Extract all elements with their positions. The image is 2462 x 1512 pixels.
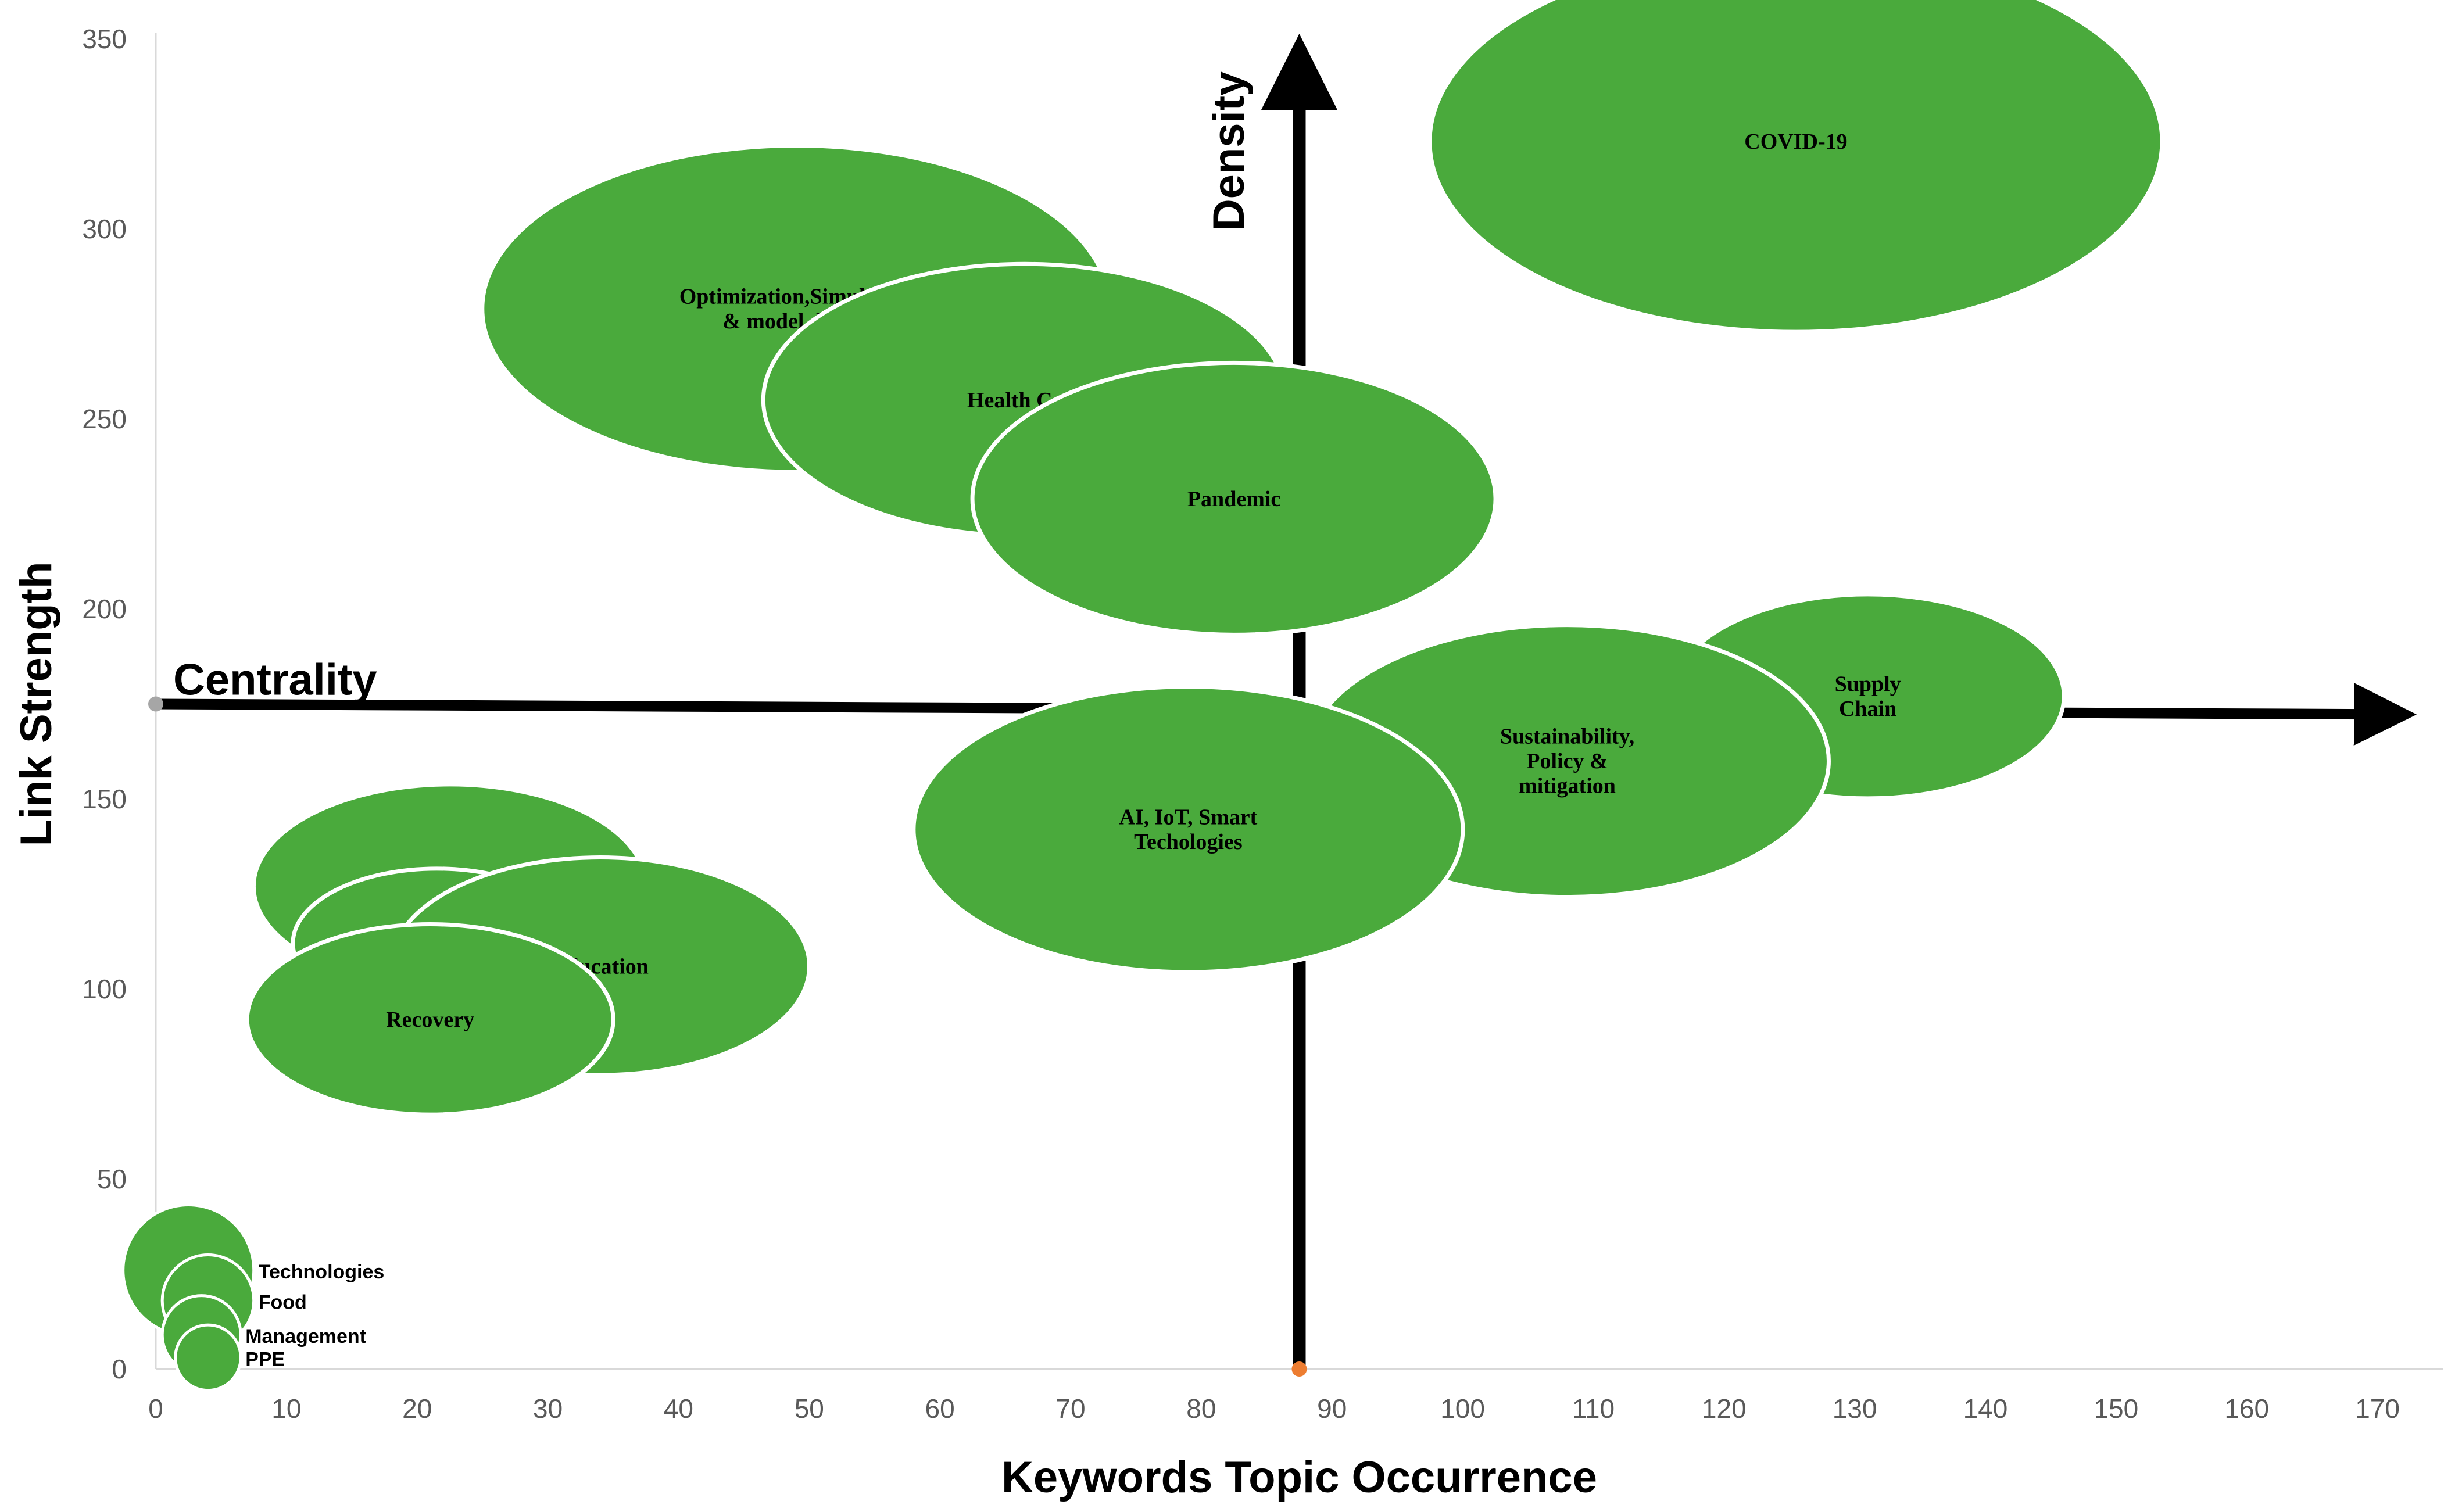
bubble-label-line: Pandemic xyxy=(1187,487,1280,511)
bubble-label-line: Sustainability, xyxy=(1500,725,1634,749)
bubble xyxy=(245,922,616,1117)
bubble-label: Technologies xyxy=(259,1261,385,1283)
x-tick-label: 140 xyxy=(1963,1393,2008,1424)
bubble xyxy=(970,360,1498,637)
x-tick-label: 60 xyxy=(925,1393,955,1424)
bubble-label: COVID-19 xyxy=(1744,130,1847,154)
x-tick-label: 110 xyxy=(1572,1393,1615,1424)
x-tick-label: 30 xyxy=(533,1393,563,1424)
bubble-label: Management xyxy=(245,1325,366,1348)
centrality-origin-dot xyxy=(148,696,163,712)
bubble-label-line: Techologies xyxy=(1134,830,1243,854)
titles-layer: Keywords Topic Occurrence Link Strength De… xyxy=(12,71,1597,1502)
x-tick-label: 160 xyxy=(2224,1393,2269,1424)
x-tick-label: 40 xyxy=(664,1393,693,1424)
y-tick-label: 300 xyxy=(82,214,127,244)
bubble-label: PPE xyxy=(245,1348,285,1370)
y-tick-label: 0 xyxy=(112,1354,127,1384)
x-tick-label: 20 xyxy=(402,1393,432,1424)
bubble xyxy=(1427,0,2164,334)
centrality-label: Centrality xyxy=(173,655,377,705)
y-tick-label: 150 xyxy=(82,784,127,814)
y-tick-label: 200 xyxy=(82,594,127,624)
x-tick-label: 0 xyxy=(148,1393,163,1424)
bubble-label-line: Supply xyxy=(1835,672,1901,697)
x-tick-label: 10 xyxy=(271,1393,301,1424)
y-axis-title: Link Strength xyxy=(12,562,61,847)
x-tick-label: 80 xyxy=(1186,1393,1216,1424)
bubble-label-line: mitigation xyxy=(1519,774,1616,798)
bubble-label: Sustainability, Policy & mitigation xyxy=(1500,725,1634,798)
bubble-label: Recovery xyxy=(386,1008,474,1032)
axes-layer: 0 50 100 150 200 250 300 350 0 10 20 30 40 50 60 70 80 90… xyxy=(82,24,2443,1424)
x-tick-label: 170 xyxy=(2355,1393,2400,1424)
bubble-label: AI, IoT, Smart Techologies xyxy=(1119,805,1257,855)
x-tick-label: 90 xyxy=(1317,1393,1347,1424)
x-tick-label: 70 xyxy=(1055,1393,1085,1424)
x-axis-title: Keywords Topic Occurrence xyxy=(1001,1453,1597,1502)
y-tick-label: 250 xyxy=(82,404,127,434)
bubble-label: Supply Chain xyxy=(1835,672,1901,722)
bubble-label-line: AI, IoT, Smart xyxy=(1119,805,1257,830)
y-tick-label: 100 xyxy=(82,974,127,1004)
x-tick-label: 50 xyxy=(795,1393,824,1424)
bubble xyxy=(911,685,1465,974)
density-label: Density xyxy=(1204,71,1254,231)
y-tick-label: 350 xyxy=(82,24,127,54)
x-tick-label: 150 xyxy=(2094,1393,2138,1424)
x-tick-label: 100 xyxy=(1440,1393,1485,1424)
x-tick-label: 130 xyxy=(1833,1393,1877,1424)
x-tick-label: 120 xyxy=(1702,1393,1747,1424)
bubble-label-line: COVID-19 xyxy=(1744,130,1847,154)
bubble-label-line: Recovery xyxy=(386,1008,474,1032)
y-tick-label: 50 xyxy=(97,1164,127,1194)
bubble-label-line: Policy & xyxy=(1526,749,1608,773)
bubble-label-line: Chain xyxy=(1839,697,1896,721)
bubble-label: Pandemic xyxy=(1187,487,1280,511)
density-origin-dot xyxy=(1291,1361,1307,1377)
bubble xyxy=(174,1323,242,1392)
bubble-label: Food xyxy=(259,1291,307,1313)
